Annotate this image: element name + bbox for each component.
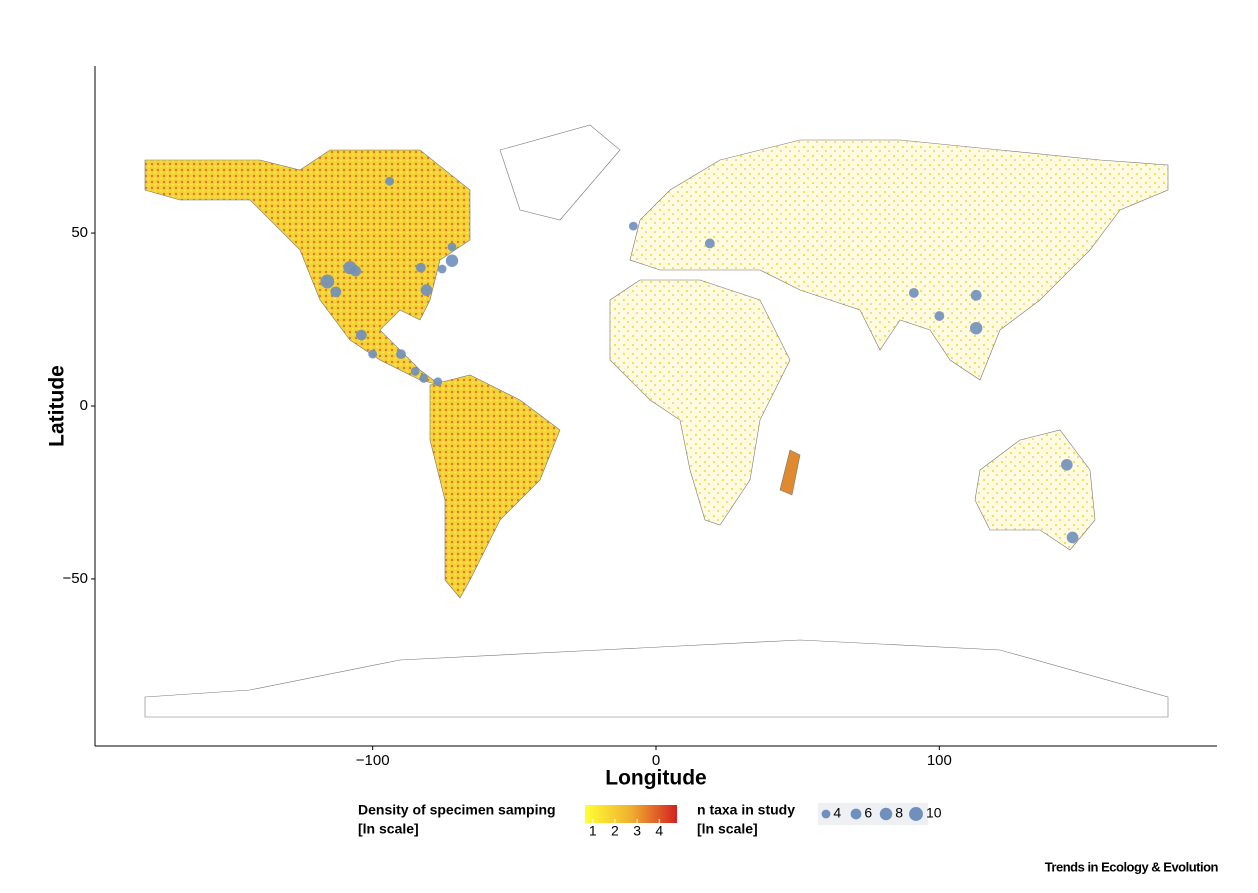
taxa-point [1066, 531, 1079, 544]
size-legend-label: 6 [864, 805, 872, 821]
x-tick-label: 0 [652, 752, 660, 769]
size-legend-key [879, 807, 893, 821]
size-legend-key [909, 807, 923, 821]
taxa-point [355, 329, 367, 341]
taxa-point [385, 176, 395, 186]
antarctica [144, 639, 1169, 718]
landmasses [144, 124, 1169, 718]
taxa-point [437, 264, 447, 274]
size-legend-bg [818, 803, 928, 825]
size-legend-label: 4 [833, 805, 841, 821]
taxa-point [445, 254, 459, 267]
density-legend-label: 2 [611, 823, 619, 839]
taxa-point [415, 262, 426, 273]
y-tick-label: 50 [71, 224, 88, 241]
source: Trends in Ecology & Evolution [1045, 859, 1219, 874]
density-legend-label: 4 [655, 823, 663, 839]
size-legend-key [821, 809, 831, 819]
size-legend-key [850, 808, 862, 820]
size-legend-title: n taxa in study [697, 802, 795, 818]
taxa-point [934, 311, 945, 321]
taxa-point [908, 287, 919, 298]
taxa-point [420, 284, 433, 296]
taxa-point [350, 265, 362, 277]
taxa-point [320, 274, 335, 289]
taxa-point [396, 349, 406, 360]
eurasia [629, 139, 1169, 381]
south-america [429, 374, 561, 599]
size-legend-label: 10 [926, 805, 942, 821]
africa [609, 279, 791, 526]
density-legend-title: Density of specimen samping [358, 802, 556, 818]
taxa-point [368, 349, 378, 359]
y-tick-label: 0 [80, 397, 88, 414]
density-legend-label: 3 [633, 823, 641, 839]
density-legend-bar [585, 805, 677, 823]
x-tick-label: −100 [356, 752, 390, 769]
taxa-point [970, 289, 982, 301]
size-legend-subtitle: [ln scale] [697, 821, 758, 837]
y-tick-label: −50 [63, 570, 88, 587]
madagascar [779, 449, 801, 496]
taxa-point [330, 286, 342, 298]
x-axis-title: Longitude [605, 767, 706, 790]
taxa-point [969, 321, 983, 335]
taxa-point [419, 373, 429, 383]
greenland [499, 124, 621, 221]
north-america [144, 149, 471, 386]
size-legend-label: 8 [895, 805, 903, 821]
australia [974, 429, 1096, 551]
density-legend-subtitle: [ln scale] [358, 821, 419, 837]
taxa-point [410, 367, 420, 376]
taxa-point [704, 238, 715, 249]
y-axis-title: Latitude [46, 365, 69, 447]
taxa-point [447, 242, 457, 252]
taxa-point [433, 377, 443, 387]
density-legend-label: 1 [589, 823, 597, 839]
taxa-point [628, 221, 638, 231]
x-tick-label: 100 [927, 752, 952, 769]
taxa-point [1061, 458, 1073, 471]
